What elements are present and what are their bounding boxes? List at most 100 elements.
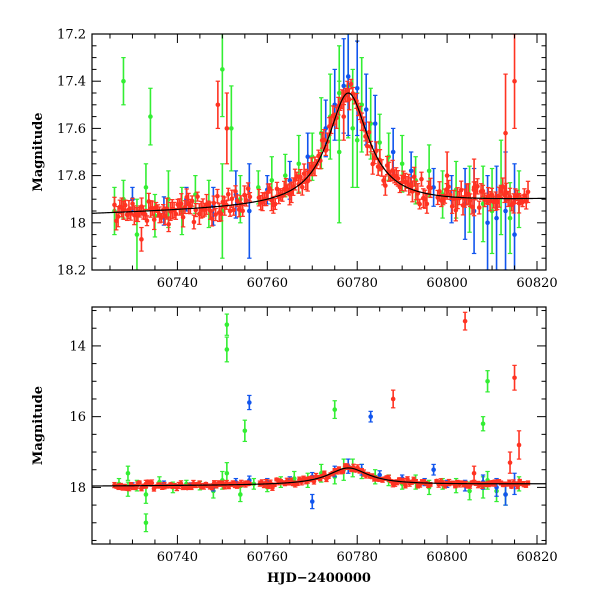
series-2-point <box>272 198 278 211</box>
x-tick-label: 60820 <box>516 550 557 565</box>
series-1-point <box>494 165 499 270</box>
series-0-point <box>359 56 365 153</box>
bottom-panel-xlabel: HJD−2400000 <box>267 571 371 586</box>
bottom-panel-ticks: 60740 60760 60780 60800 60820 14 16 18 <box>69 307 558 565</box>
x-tick-label: 60800 <box>426 550 467 565</box>
series-2-point <box>525 480 531 486</box>
series-2-point <box>247 481 252 487</box>
series-0-point <box>148 87 153 146</box>
series-0-point <box>121 56 126 106</box>
series-0-point <box>143 513 149 533</box>
series-1-point <box>247 163 252 259</box>
series-2-point <box>180 206 186 228</box>
y-tick-label: 18 <box>69 216 86 231</box>
bottom-panel-frame <box>91 306 547 545</box>
series-2-point <box>215 80 221 129</box>
series-2-point <box>346 88 352 111</box>
y-tick-label: 17.6 <box>57 122 86 137</box>
series-1-point <box>345 34 351 137</box>
series-1-point <box>354 40 360 137</box>
series-2-point <box>144 215 150 227</box>
series-2-point <box>503 73 508 193</box>
series-0-point <box>224 313 230 336</box>
series-2-point <box>444 151 450 200</box>
series-0-point <box>238 486 243 503</box>
series-2-point <box>173 207 179 220</box>
series-2-point <box>322 470 327 477</box>
plot-area <box>92 34 546 270</box>
series-2-point <box>209 210 215 227</box>
y-tick-label: 17.2 <box>57 28 86 43</box>
y-tick-label: 18.2 <box>57 264 86 279</box>
series-2-point <box>298 168 303 185</box>
x-tick-label: 60760 <box>247 276 288 291</box>
bottom-panel-marks <box>92 311 546 533</box>
series-2-point <box>476 200 482 215</box>
series-0-point <box>332 400 338 420</box>
series-2-point <box>224 200 229 210</box>
series-2-point <box>224 92 230 165</box>
series-2-point <box>340 469 346 474</box>
x-tick-label: 60800 <box>426 276 467 291</box>
series-0-point <box>485 370 490 393</box>
x-tick-label: 60760 <box>247 550 288 565</box>
series-2-point <box>383 175 388 196</box>
series-2-point <box>137 480 142 485</box>
model-curve <box>92 467 546 487</box>
series-2-point <box>453 199 459 222</box>
top-panel-ticks: 60740 60760 60780 60800 60820 17.2 17.4 17.6 17.… <box>57 28 558 292</box>
series-2-point <box>225 187 231 201</box>
model-curve <box>92 92 546 214</box>
series-2-point <box>390 389 396 409</box>
series-2-point <box>195 191 200 202</box>
series-2-point <box>512 34 517 129</box>
series-0-point <box>480 416 486 432</box>
series-2-point <box>507 451 513 474</box>
series-2-point <box>403 482 408 489</box>
y-tick-label: 17.4 <box>57 75 86 90</box>
series-2-point <box>191 214 197 230</box>
x-tick-label: 60740 <box>157 550 198 565</box>
series-2-point <box>139 226 144 252</box>
series-2-point <box>516 430 522 460</box>
series-1-point <box>512 163 517 270</box>
series-0-point <box>229 85 234 172</box>
series-0-point <box>224 336 230 363</box>
series-2-point <box>411 166 417 187</box>
series-0-point <box>242 419 248 443</box>
top-panel: 60740 60760 60780 60800 60820 17.2 17.4 17.6 17.… <box>31 28 558 292</box>
x-tick-label: 60740 <box>157 276 198 291</box>
series-2-point <box>471 465 477 481</box>
x-tick-label: 60820 <box>516 276 557 291</box>
x-tick-label: 60780 <box>337 276 378 291</box>
series-1-point <box>368 410 373 423</box>
series-2-point <box>424 194 430 214</box>
series-2-point <box>341 92 347 141</box>
series-2-point <box>189 195 195 207</box>
series-2-point <box>417 198 422 210</box>
bottom-panel: 60740 60760 60780 60800 60820 14 16 18 Magnitud… <box>31 306 558 586</box>
series-1-point <box>309 493 315 510</box>
x-tick-label: 60780 <box>337 550 378 565</box>
series-2-point <box>213 207 218 222</box>
series-2-point <box>166 216 171 233</box>
series-1-point <box>247 394 252 411</box>
series-1-point <box>332 68 338 141</box>
y-tick-label: 17.8 <box>57 169 86 184</box>
top-panel-marks <box>92 34 546 270</box>
y-tick-label: 14 <box>69 339 86 354</box>
bottom-panel-ylabel: Magnitude <box>31 386 46 465</box>
series-0-point <box>143 163 149 212</box>
series-1-point <box>431 463 436 476</box>
series-2-point <box>193 202 199 218</box>
y-tick-label: 18 <box>69 481 86 496</box>
series-0-point <box>125 465 131 481</box>
plot-area <box>92 311 546 533</box>
series-2-point <box>462 311 468 331</box>
y-tick-label: 16 <box>69 410 86 425</box>
series-2-point <box>512 364 517 391</box>
top-panel-ylabel: Magnitude <box>31 112 46 191</box>
series-2-point <box>130 197 135 210</box>
series-2-point <box>419 171 424 187</box>
